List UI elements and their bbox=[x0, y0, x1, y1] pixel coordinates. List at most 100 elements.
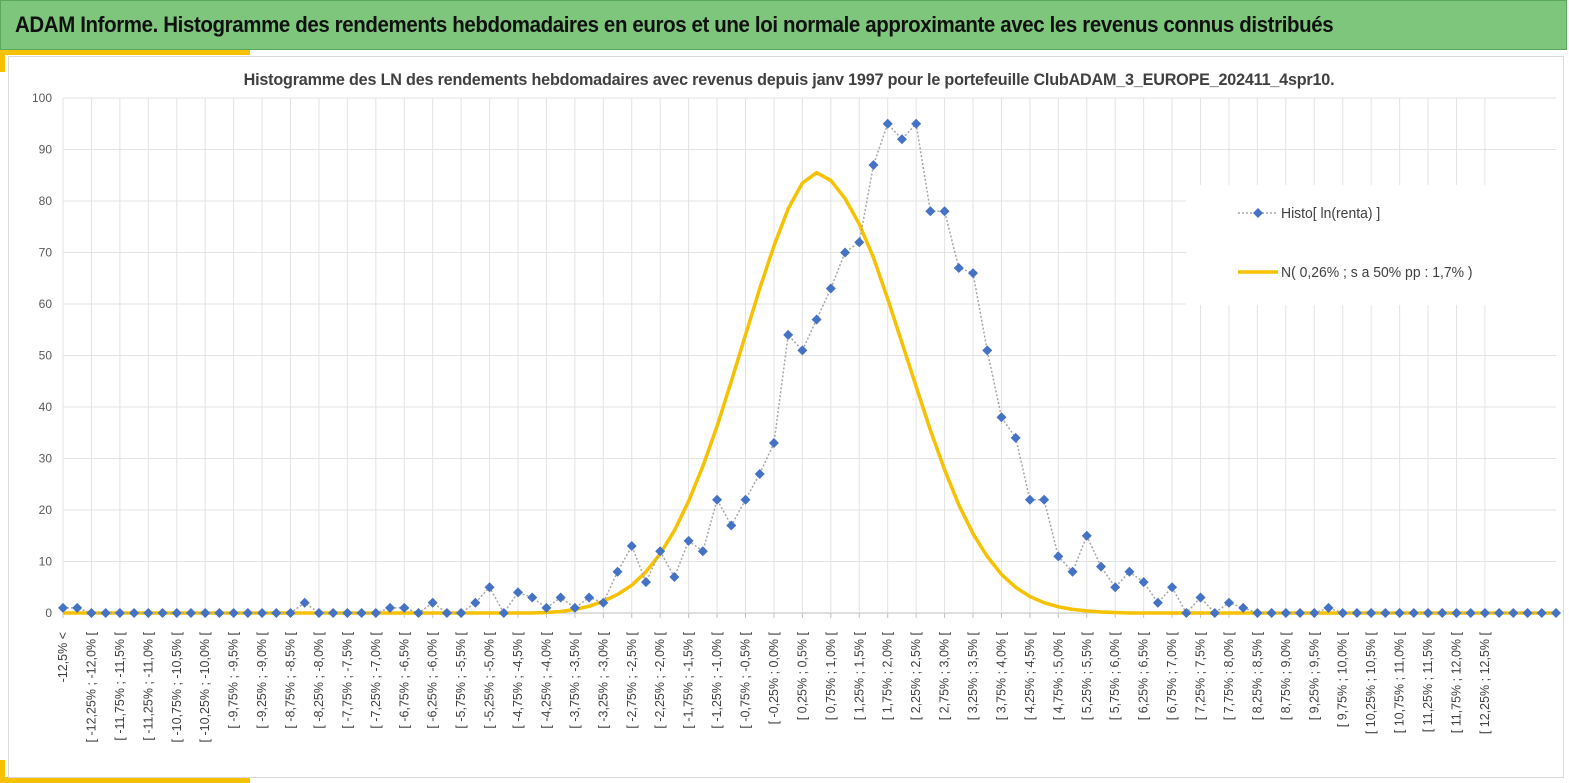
histo-point bbox=[953, 262, 964, 273]
histo-point bbox=[413, 608, 424, 618]
x-tick-label: [ 2,25% ; 2,5% [ bbox=[909, 631, 923, 720]
histo-point bbox=[868, 159, 879, 170]
x-tick-label: [ 2,75% ; 3,0% [ bbox=[938, 631, 952, 720]
histo-point bbox=[712, 494, 723, 505]
x-tick-label: [ 9,25% ; 9,5% [ bbox=[1307, 631, 1321, 720]
x-tick-label: [ -5,75% ; -5,5% [ bbox=[454, 631, 468, 728]
histo-point bbox=[1309, 608, 1320, 618]
y-tick-label: 20 bbox=[39, 503, 53, 517]
histo-point bbox=[1138, 577, 1149, 588]
x-tick-label: [ -10,25% ; -10,0% [ bbox=[198, 631, 212, 742]
histo-point bbox=[1095, 561, 1106, 572]
histo-point bbox=[825, 283, 836, 294]
x-tick-label: [ 11,75% ; 12,0% [ bbox=[1449, 631, 1463, 733]
histo-point bbox=[1522, 608, 1533, 618]
histo-point bbox=[356, 608, 367, 618]
histo-point bbox=[143, 608, 154, 618]
histo-point bbox=[1366, 608, 1377, 618]
x-tick-label: [ 0,25% ; 0,5% [ bbox=[795, 631, 809, 720]
histo-point bbox=[1536, 608, 1547, 618]
x-tick-label: [ -8,25% ; -8,0% [ bbox=[312, 631, 326, 728]
histo-point bbox=[470, 597, 481, 608]
legend: Histo[ ln(renta) ] N( 0,26% ; s a 50% pp… bbox=[1186, 185, 1556, 305]
histo-point bbox=[1266, 608, 1277, 618]
histo-point bbox=[939, 206, 950, 217]
histo-point bbox=[1167, 582, 1178, 593]
histo-point bbox=[58, 602, 68, 613]
x-tick-label: [ -1,75% ; -1,5% [ bbox=[682, 631, 696, 728]
histo-point bbox=[1152, 597, 1163, 608]
histo-point bbox=[214, 608, 225, 618]
histo-point bbox=[342, 608, 353, 618]
x-tick-label: [ 10,75% ; 11,0% [ bbox=[1393, 631, 1407, 733]
histo-point bbox=[72, 602, 83, 613]
histo-point bbox=[669, 571, 680, 582]
legend-histo-label: Histo[ ln(renta) ] bbox=[1281, 204, 1381, 222]
histo-point bbox=[1209, 608, 1220, 618]
header-banner: ADAM Informe. Histogramme des rendements… bbox=[0, 0, 1567, 50]
x-tick-label: [ 6,75% ; 7,0% [ bbox=[1165, 631, 1179, 720]
histo-point bbox=[285, 608, 296, 618]
x-tick-label: [ 8,25% ; 8,5% [ bbox=[1250, 631, 1264, 720]
x-tick-label: [ -2,25% ; -2,0% [ bbox=[653, 631, 667, 728]
histo-point bbox=[157, 608, 168, 618]
histo-point bbox=[1280, 608, 1291, 618]
histo-point bbox=[1508, 608, 1519, 618]
histo-point bbox=[100, 608, 111, 618]
x-tick-label: [ -9,75% ; -9,5% [ bbox=[227, 631, 241, 728]
x-tick-label: [ 5,75% ; 6,0% [ bbox=[1108, 631, 1122, 720]
histo-point bbox=[996, 412, 1007, 423]
x-tick-label: [ 10,25% ; 10,5% [ bbox=[1364, 631, 1378, 734]
histo-point bbox=[1408, 608, 1419, 618]
histo-point bbox=[328, 608, 339, 618]
x-tick-label: [ -2,75% ; -2,5% [ bbox=[625, 631, 639, 728]
histo-point bbox=[498, 608, 509, 618]
histo-point bbox=[1423, 608, 1434, 618]
histo-point bbox=[598, 597, 609, 608]
histo-point bbox=[1323, 602, 1334, 613]
histo-point bbox=[925, 206, 936, 217]
histo-point bbox=[1181, 608, 1192, 618]
x-tick-label: [ -7,25% ; -7,0% [ bbox=[369, 631, 383, 728]
histo-point bbox=[541, 602, 552, 613]
x-tick-label: -12,5% < bbox=[56, 632, 70, 682]
histo-point bbox=[982, 345, 993, 356]
histo-point bbox=[385, 602, 396, 613]
histo-point bbox=[271, 608, 282, 618]
histo-point bbox=[1067, 566, 1078, 577]
histo-point bbox=[1024, 494, 1035, 505]
histo-point bbox=[427, 597, 438, 608]
histo-point bbox=[1295, 608, 1306, 618]
histo-point bbox=[242, 608, 253, 618]
x-tick-label: [ -8,75% ; -8,5% [ bbox=[284, 631, 298, 728]
histo-point bbox=[1195, 592, 1206, 603]
legend-histo-swatch bbox=[1238, 208, 1278, 218]
histo-point bbox=[1351, 608, 1362, 618]
histo-point bbox=[1238, 602, 1249, 613]
histo-point bbox=[513, 587, 524, 598]
histo-point bbox=[114, 608, 125, 618]
histo-point bbox=[797, 345, 808, 356]
histo-point bbox=[697, 546, 708, 557]
x-tick-label: [ -3,75% ; -3,5% [ bbox=[568, 631, 582, 728]
y-tick-label: 100 bbox=[32, 91, 52, 105]
histo-point bbox=[185, 608, 196, 618]
x-tick-label: [ -1,25% ; -1,0% [ bbox=[710, 631, 724, 728]
histo-point bbox=[200, 608, 211, 618]
x-tick-label: [ 9,75% ; 10,0% [ bbox=[1336, 631, 1350, 727]
histo-point bbox=[612, 566, 623, 577]
histo-point bbox=[484, 582, 495, 593]
histo-point bbox=[811, 314, 822, 325]
histo-point bbox=[1010, 432, 1021, 443]
histo-point bbox=[768, 438, 779, 449]
histo-point bbox=[399, 602, 410, 613]
histo-point bbox=[1110, 582, 1121, 593]
histo-point bbox=[1252, 608, 1263, 618]
histo-point bbox=[527, 592, 538, 603]
histo-point bbox=[1380, 608, 1391, 618]
histo-point bbox=[1451, 608, 1462, 618]
accent-bar-left-bottom bbox=[0, 760, 5, 783]
x-tick-label: [ 12,25% ; 12,5% [ bbox=[1478, 631, 1492, 734]
histo-point bbox=[640, 577, 651, 588]
